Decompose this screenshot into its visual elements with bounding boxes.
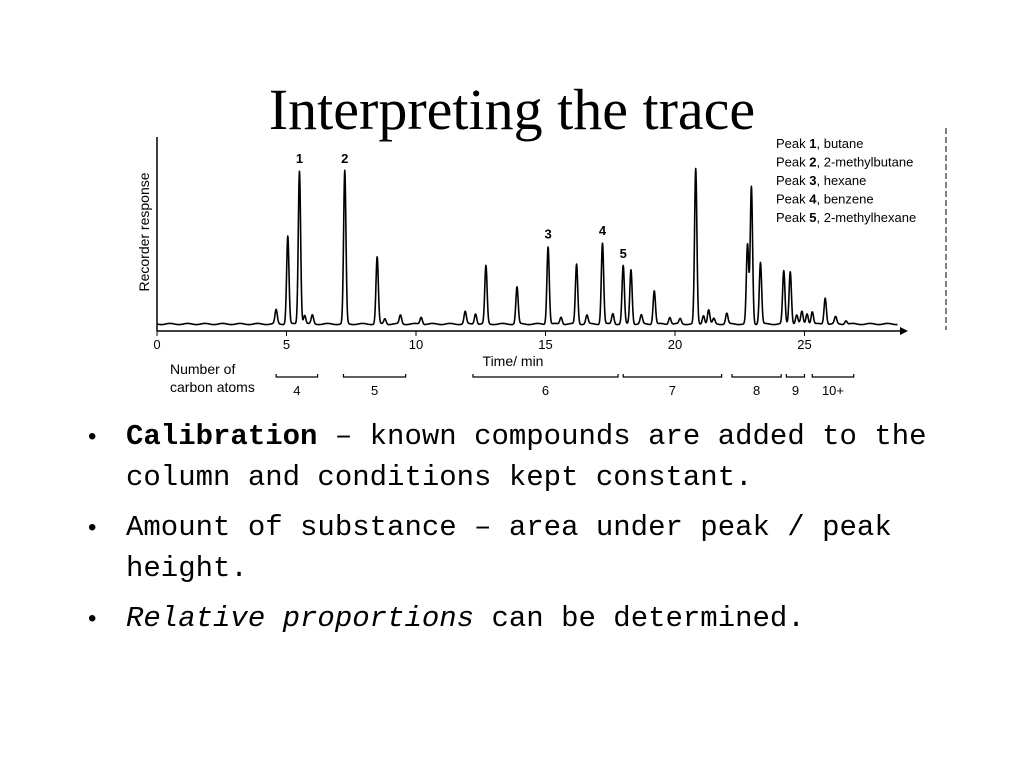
bullet-icon: • (88, 605, 97, 632)
x-tick-label: 5 (283, 337, 290, 352)
carbon-group-bracket (785, 374, 806, 378)
legend-compound: , benzene (816, 192, 873, 207)
x-tick-label: 20 (668, 337, 682, 352)
carbon-group-label: 5 (371, 383, 378, 398)
x-tick-label: 25 (797, 337, 811, 352)
carbon-groups: 4 5 6 7 8 9 10+ (275, 374, 855, 398)
x-tick-label: 10 (409, 337, 423, 352)
carbon-label-line1: Number of (170, 361, 235, 377)
legend-entry: Peak 3, hexane (776, 173, 866, 188)
carbon-group-label: 7 (669, 383, 676, 398)
carbon-group-bracket (275, 374, 319, 378)
legend-prefix: Peak (776, 192, 809, 207)
bullet-italic-term: Relative proportions (126, 602, 475, 635)
carbon-label-line2: carbon atoms (170, 379, 255, 395)
legend-compound: , 2-methylhexane (816, 210, 916, 225)
carbon-group-bracket (472, 374, 619, 378)
chromatogram-chart: 1 23 45 0 5 10 15 20 25 Recorder response Time/… (136, 128, 947, 398)
legend-compound: , 2-methylbutane (816, 155, 913, 170)
legend-peak-number: 2 (809, 155, 816, 170)
legend-peak-number: 1 (809, 136, 816, 151)
bullet-text: Amount of substance – area under peak / … (126, 511, 892, 585)
bullet-relative: • Relative proportions can be determined. (88, 598, 968, 639)
x-tick-label: 0 (153, 337, 160, 352)
bullet-list: • Calibration – known compounds are added… (88, 416, 968, 648)
carbon-group-label: 10+ (822, 383, 844, 398)
peak-label: 2 (341, 151, 348, 166)
legend-prefix: Peak (776, 136, 809, 151)
legend-compound: , hexane (816, 173, 866, 188)
carbon-group-label: 4 (293, 383, 300, 398)
legend-prefix: Peak (776, 173, 809, 188)
bullet-icon: • (88, 423, 97, 450)
legend-entry: Peak 2, 2-methylbutane (776, 155, 913, 170)
bullet-text: can be determined. (474, 602, 805, 635)
bullet-calibration: • Calibration – known compounds are added… (88, 416, 968, 498)
x-axis-label: Time/ min (483, 353, 544, 369)
carbon-group-bracket (622, 374, 723, 378)
x-tick-label: 15 (538, 337, 552, 352)
carbon-group-label: 9 (792, 383, 799, 398)
peak-labels: 1 2 3 45 (296, 151, 627, 261)
carbon-group-bracket (731, 374, 782, 378)
bullet-text: – known compounds are added to the colum… (126, 420, 927, 494)
legend-peak-number: 3 (809, 173, 816, 188)
trace (156, 167, 899, 326)
trace-line (156, 167, 899, 326)
carbon-group-label: 8 (753, 383, 760, 398)
bullet-bold-term: Calibration (126, 420, 318, 453)
legend-peak-number: 5 (809, 210, 816, 225)
y-axis-label: Recorder response (136, 172, 152, 291)
x-ticks: 0 5 10 15 20 25 (153, 331, 812, 352)
legend-prefix: Peak (776, 155, 809, 170)
chart-axes (156, 137, 908, 335)
legend-entry: Peak 1, butane (776, 136, 863, 151)
x-axis-arrow (900, 327, 908, 335)
peak-label: 4 (599, 223, 607, 238)
legend-compound: , butane (816, 136, 863, 151)
legend-peak-number: 4 (809, 192, 817, 207)
legend-entry: Peak 5, 2-methylhexane (776, 210, 916, 225)
carbon-group-bracket (811, 374, 855, 378)
carbon-group-label: 6 (542, 383, 549, 398)
legend-entry: Peak 4, benzene (776, 192, 874, 207)
peak-label: 1 (296, 151, 303, 166)
peak-label: 3 (544, 227, 551, 242)
bullet-amount: • Amount of substance – area under peak /… (88, 507, 968, 589)
bullet-icon: • (88, 514, 97, 541)
peak-label: 5 (620, 246, 627, 261)
carbon-group-bracket (342, 374, 407, 378)
slide-title: Interpreting the trace (268, 77, 756, 142)
legend-prefix: Peak (776, 210, 809, 225)
